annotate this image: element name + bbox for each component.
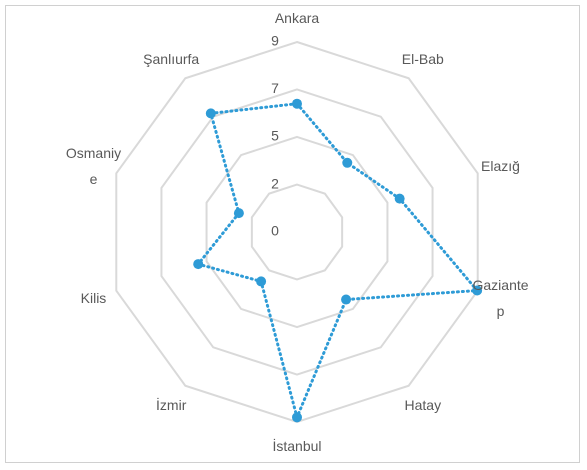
grid-ring	[250, 183, 344, 281]
series-line	[195, 102, 481, 422]
category-label: Hatay	[404, 397, 442, 414]
category-label: El-Bab	[401, 50, 444, 67]
category-label: İstanbul	[272, 438, 322, 454]
data-point	[292, 412, 302, 423]
r-tick-label: 2	[271, 175, 279, 191]
data-point	[233, 208, 244, 219]
category-label: Osmaniy e	[65, 144, 122, 187]
category-label: Elazığ	[481, 157, 520, 174]
category-label: Kilis	[80, 290, 107, 307]
r-tick-label: 7	[271, 80, 279, 96]
grid-ring	[160, 88, 434, 376]
r-tick-label: 9	[271, 33, 279, 49]
r-tick-label: 5	[271, 128, 279, 144]
data-point	[394, 193, 405, 204]
data-point	[472, 285, 483, 296]
category-label: Şanlıurfa	[143, 50, 200, 67]
data-point	[193, 259, 204, 270]
data-point	[292, 98, 302, 109]
category-label: Gaziante p	[472, 277, 529, 320]
data-point	[205, 108, 216, 119]
category-label: İzmir	[156, 397, 187, 414]
r-tick-label: 0	[271, 223, 279, 239]
category-label: Ankara	[274, 10, 320, 26]
data-point	[342, 157, 353, 168]
data-point	[341, 294, 352, 305]
grid-ring	[205, 135, 389, 329]
chart-frame	[5, 5, 580, 463]
data-point	[256, 276, 267, 287]
